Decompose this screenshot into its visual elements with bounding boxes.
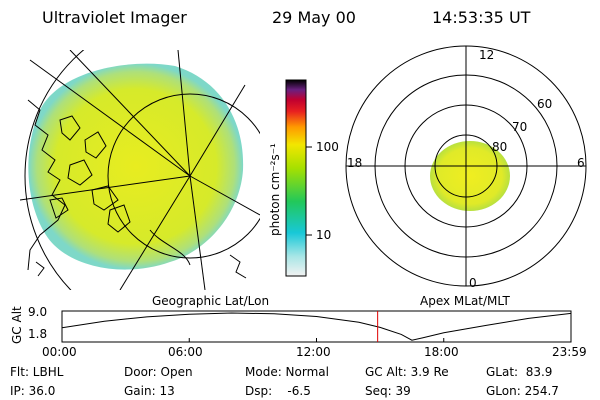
filter-status: Flt: LBHL (10, 365, 64, 379)
x-tick-marks (61, 338, 572, 342)
colorbar-unit-label: photon cm⁻²s⁻¹ (268, 143, 282, 236)
dsp-status: Dsp: -6.5 (245, 384, 311, 398)
colorbar-tick-100: 100 (316, 140, 339, 154)
lat-label-80: 80 (492, 140, 508, 154)
gc-alt-status: GC Alt: 3.9 Re (365, 365, 449, 379)
mlt-label-18: 18 (347, 156, 363, 170)
x-tick-23-59: 23:59 (552, 345, 587, 359)
chart-y-tick-9: 9.0 (28, 305, 48, 319)
colorbar (285, 79, 312, 277)
chart-frame (61, 310, 572, 343)
app-title: Ultraviolet Imager (42, 8, 187, 27)
chart-y-label: GC Alt (10, 306, 24, 344)
geographic-title: Geographic Lat/Lon (152, 294, 270, 308)
seq-status: Seq: 39 (365, 384, 411, 398)
glon-status: GLon: 254.7 (486, 384, 559, 398)
lat-label-60: 60 (537, 97, 553, 111)
time-label: 14:53:35 UT (432, 8, 531, 27)
x-tick-00-00: 00:00 (42, 345, 77, 359)
mlt-label-12: 12 (479, 48, 495, 62)
x-tick-12-00: 12:00 (296, 345, 331, 359)
geographic-grid (20, 50, 260, 290)
apex-title: Apex MLat/MLT (420, 294, 510, 308)
mlt-label-0: 0 (469, 276, 477, 290)
x-tick-06-00: 06:00 (168, 345, 203, 359)
auroral-image (28, 63, 244, 270)
geographic-image (20, 50, 260, 290)
gain-status: Gain: 13 (124, 384, 175, 398)
chart-y-tick-1-8: 1.8 (28, 327, 48, 341)
mode-status: Mode: Normal (245, 365, 329, 379)
lat-label-70: 70 (512, 120, 528, 134)
glat-status: GLat: 83.9 (486, 365, 553, 379)
colorbar-tick-10: 10 (316, 228, 332, 242)
polar-plot (345, 45, 587, 287)
ip-status: IP: 36.0 (10, 384, 56, 398)
date-label: 29 May 00 (272, 8, 356, 27)
x-tick-18-00: 18:00 (424, 345, 459, 359)
door-status: Door: Open (124, 365, 193, 379)
auroral-oval (430, 141, 510, 211)
gc-alt-series-line (61, 312, 572, 341)
altitude-chart (61, 310, 572, 343)
mlt-label-6: 6 (577, 156, 585, 170)
coastline-lines (27, 99, 247, 279)
